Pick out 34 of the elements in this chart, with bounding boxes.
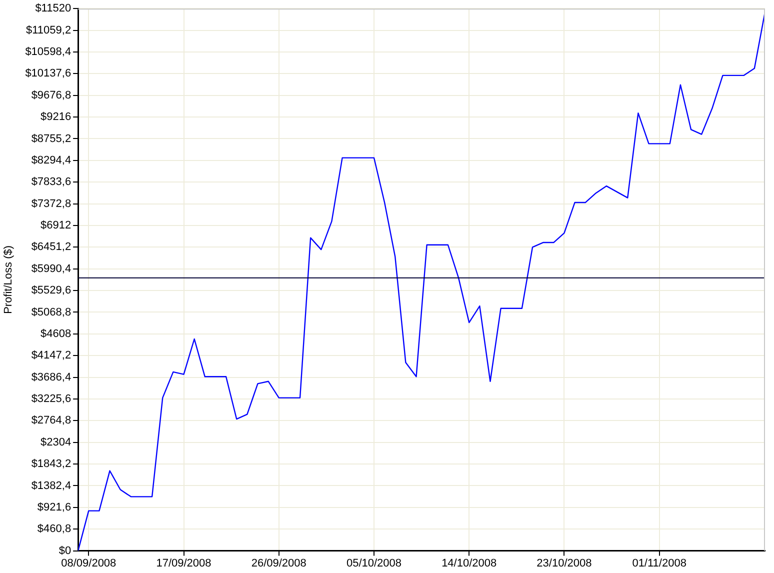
x-tick-label: 23/10/2008 [536,557,592,570]
y-tick-label: $0 [58,544,72,557]
y-tick-label: $10137,6 [25,68,72,80]
x-tick-label: 01/11/2008 [632,557,686,570]
y-tick-label: $7372,8 [31,198,72,210]
y-tick-label: $1382,4 [31,480,72,492]
y-tick-label: $5068,8 [31,306,72,318]
y-tick-label: $460,8 [37,523,72,536]
x-tick-label: 05/10/2008 [346,557,402,570]
y-tick-label: $6451,2 [31,241,72,254]
y-tick-label: $2304 [40,436,72,448]
y-tick-label: $9216 [40,111,72,124]
y-tick-label: $11059,2 [26,24,72,36]
y-tick-label: $5529,6 [31,284,72,297]
y-tick-label: $8755,2 [31,132,72,145]
y-tick-label: $3225,6 [31,393,72,406]
x-tick-label: 26/09/2008 [251,557,306,570]
y-tick-label: $4147,2 [31,350,72,362]
y-tick-label: $7833,6 [31,176,72,188]
y-tick-label: $6912 [40,220,72,232]
y-tick-label: $1843,2 [31,458,72,470]
x-tick-label: 08/09/2008 [61,557,116,570]
x-tick-label: 17/09/2008 [156,557,212,570]
y-axis-title: Profit/Loss ($) [2,245,15,314]
y-tick-label: $921,6 [37,501,72,514]
y-tick-label: $9676,8 [31,89,72,102]
x-tick-label: 14/10/2008 [442,557,497,570]
y-tick-label: $11520 [35,2,72,15]
y-tick-label: $4608 [40,328,72,340]
y-tick-label: $5990,4 [31,262,72,275]
y-tick-label: $10598,4 [25,46,72,58]
y-tick-label: $2764,8 [31,414,72,427]
y-tick-label: $3686,4 [31,371,72,384]
y-tick-label: $8294,4 [31,154,72,166]
